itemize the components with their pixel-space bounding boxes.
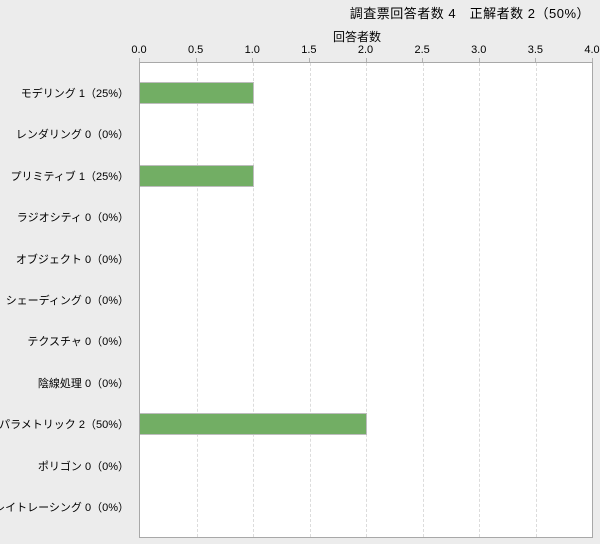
x-tick-label: 3.5 bbox=[527, 44, 544, 56]
chart-title: 調査票回答者数 4 正解者数 2（50%） bbox=[349, 6, 590, 21]
category-label: ラジオシティ 0（0%） bbox=[16, 212, 129, 225]
gridline bbox=[479, 63, 480, 537]
category-label: オブジェクト 0（0%） bbox=[15, 253, 129, 266]
gridline bbox=[196, 63, 198, 537]
x-tick-mark bbox=[252, 58, 254, 62]
category-label: プリミティブ 1（25%） bbox=[10, 170, 129, 183]
category-label: パラメトリック 2（50%） bbox=[0, 419, 129, 432]
x-tick-mark bbox=[592, 58, 593, 62]
x-tick-mark bbox=[308, 58, 310, 62]
category-label: シェーディング 0（0%） bbox=[5, 295, 129, 307]
category-axis-labels: モデリング 1（25%） レンダリング 0（0%） プリミティブ 1（25%） ラジオ… bbox=[0, 62, 129, 538]
bar bbox=[140, 413, 367, 436]
x-axis-title: 回答者数 bbox=[333, 30, 382, 44]
x-tick-mark bbox=[195, 58, 197, 62]
x-tick-mark bbox=[139, 58, 140, 62]
x-tick-mark bbox=[478, 58, 480, 62]
gridline bbox=[366, 63, 367, 537]
x-tick-label: 1.5 bbox=[301, 44, 317, 56]
bar bbox=[140, 164, 254, 187]
gridline bbox=[535, 63, 537, 537]
gridline bbox=[309, 63, 311, 537]
plot-area bbox=[139, 62, 593, 538]
x-tick-label: 4.0 bbox=[584, 44, 600, 56]
gridline bbox=[422, 63, 424, 537]
category-label: 陰線処理 0（0%） bbox=[37, 377, 129, 390]
x-tick-label: 2.0 bbox=[357, 44, 374, 56]
x-tick-label: 3.0 bbox=[471, 44, 487, 56]
gridline bbox=[253, 63, 254, 537]
x-tick-label: 0.0 bbox=[131, 44, 147, 56]
x-tick-mark bbox=[365, 58, 367, 62]
bar bbox=[140, 81, 254, 104]
x-tick-label: 2.5 bbox=[414, 44, 430, 56]
category-label: レイトレーシング 0（0%） bbox=[0, 502, 129, 515]
x-tick-mark bbox=[535, 58, 537, 62]
x-tick-mark bbox=[422, 58, 424, 62]
category-label: テクスチャ 0（0%） bbox=[27, 336, 129, 349]
category-label: ポリゴン 0（0%） bbox=[37, 460, 129, 473]
category-label: レンダリング 0（0%） bbox=[15, 129, 129, 142]
x-tick-label: 0.5 bbox=[187, 44, 204, 56]
category-label: モデリング 1（25%） bbox=[20, 87, 129, 100]
x-tick-label: 1.0 bbox=[244, 44, 260, 56]
